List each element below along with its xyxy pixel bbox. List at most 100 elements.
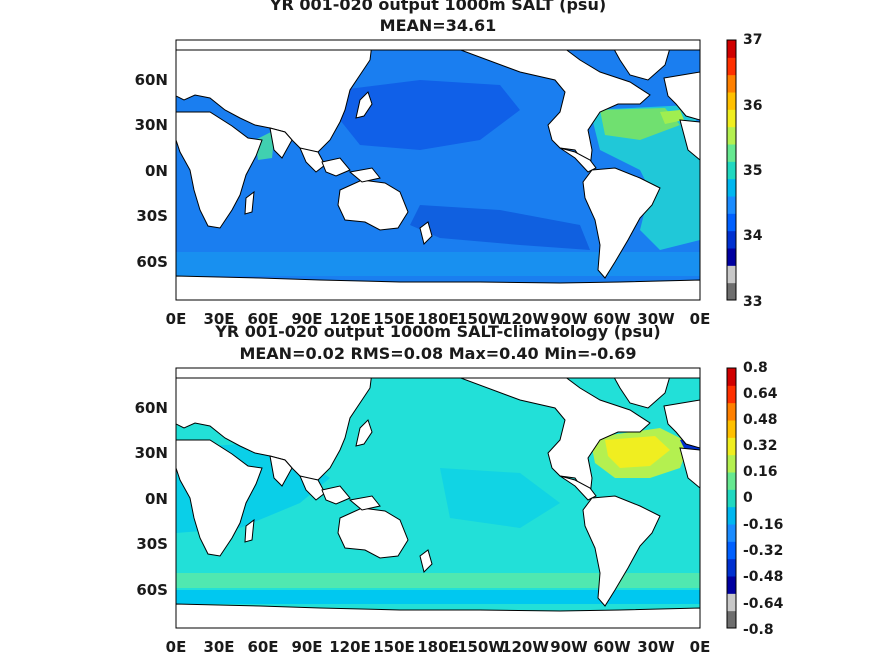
colorbar-frame <box>726 367 737 629</box>
x-axis-ticks: 0E 30E 60E 90E 120E 150E 180E 150W 120W … <box>166 638 711 656</box>
colorbar <box>726 367 737 629</box>
panel-salinity: YR 001-020 output 1000m SALT (psu) MEAN=… <box>135 0 763 328</box>
colorbar-swatch <box>727 282 736 301</box>
y-tick: 0N <box>145 490 168 508</box>
colorbar-swatch <box>727 265 736 284</box>
colorbar-swatch <box>727 74 736 93</box>
x-tick: 0E <box>166 310 187 328</box>
colorbar-swatch <box>727 593 736 612</box>
y-tick: 0N <box>145 162 168 180</box>
x-tick: 150W <box>457 638 505 656</box>
colorbar-swatch <box>727 437 736 456</box>
colorbar-swatch <box>727 576 736 594</box>
colorbar-tick: 0.48 <box>743 412 778 428</box>
colorbar-tick: 0.16 <box>743 464 778 480</box>
colorbar-swatch <box>727 385 736 404</box>
colorbar-tick: 34 <box>743 228 763 244</box>
x-tick: 60E <box>247 310 278 328</box>
x-tick: 30E <box>203 310 234 328</box>
x-axis-ticks: 0E 30E 60E 90E 120E 150E 180E 150W 120W … <box>166 310 711 328</box>
southern-field-2 <box>176 590 700 604</box>
arabian-field <box>255 130 275 160</box>
colorbar-tick: 37 <box>743 32 762 48</box>
x-tick: 150E <box>373 638 415 656</box>
x-tick: 90E <box>291 638 322 656</box>
colorbar-tick: 36 <box>743 98 762 114</box>
colorbar-tick: 0 <box>743 490 753 506</box>
colorbar-swatch <box>727 541 736 560</box>
colorbar-tick: 0.64 <box>743 386 778 402</box>
colorbar-swatch <box>727 506 736 525</box>
atlantic-pos-field <box>605 436 670 468</box>
colorbar-swatch <box>727 161 736 180</box>
colorbar-swatch <box>727 420 736 438</box>
y-tick: 60S <box>136 581 168 599</box>
colorbar-swatch <box>727 610 736 629</box>
y-tick: 60N <box>135 71 168 89</box>
colorbar-swatch <box>727 126 736 145</box>
x-tick: 30E <box>203 638 234 656</box>
colorbar-ticks: 0.8 0.64 0.48 0.32 0.16 0 -0.16 -0.32 -0… <box>743 360 784 638</box>
colorbar-tick: -0.64 <box>743 596 784 612</box>
colorbar <box>726 39 737 301</box>
southern-field <box>176 252 700 276</box>
y-tick: 30S <box>136 535 168 553</box>
y-tick: 60N <box>135 399 168 417</box>
colorbar-swatch <box>727 40 736 58</box>
colorbar-swatch <box>727 178 736 197</box>
panel-title-line1: YR 001-020 output 1000m SALT (psu) <box>269 0 606 14</box>
x-tick: 120W <box>501 638 549 656</box>
map-anomaly <box>176 368 700 628</box>
colorbar-swatch <box>727 454 736 473</box>
x-tick: 90W <box>550 638 588 656</box>
colorbar-tick: 35 <box>743 163 762 179</box>
x-tick: 120E <box>329 310 371 328</box>
x-tick: 0E <box>166 638 187 656</box>
colorbar-tick: 0.8 <box>743 360 768 376</box>
x-tick: 60W <box>593 310 631 328</box>
colorbar-swatch <box>727 57 736 76</box>
panel-salinity-anomaly: YR 001-020 output 1000m SALT-climatology… <box>135 322 784 656</box>
y-axis-ticks: 60N 30N 0N 30S 60S <box>135 399 168 599</box>
colorbar-frame <box>726 39 737 301</box>
y-tick: 30N <box>135 444 168 462</box>
south-pacific-field <box>410 205 590 250</box>
pacific-field <box>440 468 560 528</box>
colorbar-swatch <box>727 196 736 214</box>
colorbar-swatch <box>727 472 736 490</box>
colorbar-swatch <box>727 558 736 577</box>
colorbar-tick: -0.32 <box>743 543 783 559</box>
atlantic-high-field <box>600 108 680 140</box>
x-tick: 150W <box>457 310 505 328</box>
panel-title-line1: YR 001-020 output 1000m SALT-climatology… <box>214 322 661 341</box>
north-pacific-field <box>340 80 520 150</box>
x-tick: 180E <box>417 310 459 328</box>
colorbar-ticks: 37 36 35 34 33 <box>743 32 763 310</box>
panel-title-line2: MEAN=34.61 <box>380 16 497 35</box>
colorbar-tick: 0.32 <box>743 438 778 454</box>
atlantic-field <box>590 105 700 250</box>
x-tick: 180E <box>417 638 459 656</box>
x-tick: 150E <box>373 310 415 328</box>
x-tick: 120W <box>501 310 549 328</box>
y-tick: 30S <box>136 207 168 225</box>
map-frame <box>175 367 701 629</box>
colorbar-swatch <box>727 92 736 110</box>
y-axis-ticks: 60N 30N 0N 30S 60S <box>135 71 168 271</box>
colorbar-swatch <box>727 368 736 386</box>
x-tick: 60E <box>247 638 278 656</box>
y-tick: 60S <box>136 253 168 271</box>
x-tick: 30W <box>637 638 675 656</box>
map-frame <box>175 39 701 301</box>
southern-field <box>176 573 700 588</box>
x-tick: 120E <box>329 638 371 656</box>
colorbar-tick: -0.8 <box>743 622 774 638</box>
colorbar-swatch <box>727 230 736 249</box>
x-tick: 0E <box>690 638 711 656</box>
colorbar-tick: 33 <box>743 294 762 310</box>
x-tick: 90E <box>291 310 322 328</box>
colorbar-swatch <box>727 402 736 421</box>
x-tick: 90W <box>550 310 588 328</box>
colorbar-tick: -0.16 <box>743 517 783 533</box>
